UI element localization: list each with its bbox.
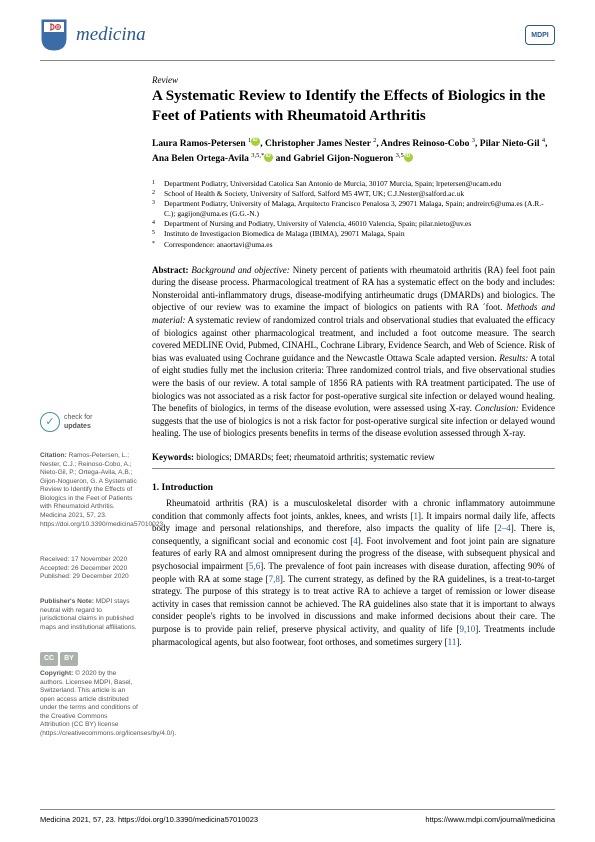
copyright-label: Copyright: [40, 670, 73, 677]
received-date: Received: 17 November 2020 [40, 556, 138, 565]
page-header: medicina MDPI [0, 0, 595, 60]
keywords-text: biologics; DMARDs; feet; rheumatoid arth… [194, 452, 435, 462]
cc-badge: CC BY [40, 652, 138, 666]
article-title: A Systematic Review to Identify the Effe… [152, 87, 555, 126]
keywords-rule [152, 468, 555, 469]
article-type: Review [152, 75, 555, 85]
intro-heading: 1. Introduction [152, 483, 555, 493]
affiliation-row: 3Department Podiatry, University of Mala… [152, 199, 555, 219]
footer-left: Medicina 2021, 57, 23. https://doi.org/1… [40, 815, 258, 824]
affiliations-block: 1Department Podiatry, Universidad Catoli… [152, 179, 555, 250]
affiliation-row: *Correspondence: anaortavi@uma.es [152, 240, 555, 250]
published-date: Published: 29 December 2020 [40, 573, 138, 582]
keywords-line: Keywords: biologics; DMARDs; feet; rheum… [152, 452, 555, 462]
affiliation-row: 4Department of Nursing and Podiatry, Uni… [152, 219, 555, 229]
affiliation-row: 2School of Health & Society, University … [152, 189, 555, 199]
abstract: Abstract: Background and objective: Nine… [152, 264, 555, 440]
license-block: CC BY Copyright: © 2020 by the authors. … [40, 652, 138, 739]
pubnote-label: Publisher's Note: [40, 598, 94, 605]
check-line2: updates [64, 423, 91, 430]
keywords-label: Keywords: [152, 452, 194, 462]
journal-name: medicina [76, 24, 146, 46]
abstract-con-label: Conclusion: [475, 403, 519, 413]
by-icon: BY [60, 652, 78, 666]
citation-label: Citation: [40, 452, 67, 459]
cc-icon: CC [40, 652, 58, 666]
abstract-bg-label: Background and objective: [191, 265, 289, 275]
accepted-date: Accepted: 26 December 2020 [40, 565, 138, 574]
dates-block: Received: 17 November 2020 Accepted: 26 … [40, 556, 138, 582]
check-updates-badge[interactable]: ✓ check for updates [40, 412, 138, 432]
publisher-badge: MDPI [525, 25, 555, 45]
authors-line: Laura Ramos-Petersen 1, Christopher Jame… [152, 136, 555, 167]
citation-block: Citation: Ramos-Petersen, L.; Nester, C.… [40, 452, 138, 529]
publisher-note: Publisher's Note: MDPI stays neutral wit… [40, 598, 138, 632]
footer-right: https://www.mdpi.com/journal/medicina [425, 815, 555, 824]
affiliation-row: 1Department Podiatry, Universidad Catoli… [152, 179, 555, 189]
page-footer: Medicina 2021, 57, 23. https://doi.org/1… [40, 809, 555, 824]
affiliation-row: 5Instituto de Investigacion Biomedica de… [152, 229, 555, 239]
check-icon: ✓ [40, 412, 60, 432]
check-line1: check for [64, 413, 92, 422]
intro-body: Rheumatoid arthritis (RA) is a musculosk… [152, 497, 555, 648]
header-rule [40, 60, 555, 61]
abstract-mm-text: A systematic review of randomized contro… [152, 315, 555, 363]
abstract-res-label: Results: [499, 353, 528, 363]
abstract-label: Abstract: [152, 265, 189, 275]
shield-icon [40, 18, 68, 52]
copyright-text: © 2020 by the authors. Licensee MDPI, Ba… [40, 670, 176, 737]
journal-logo: medicina [40, 18, 146, 52]
